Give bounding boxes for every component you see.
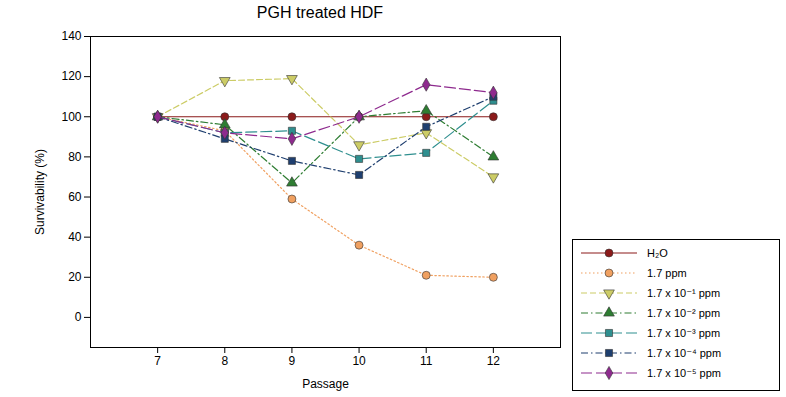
html-text:H₂O: H₂O [647, 247, 668, 259]
html-text:1.7 ppm: 1.7 ppm [647, 267, 687, 279]
svg-text:Survivability (%): Survivability (%) [33, 149, 47, 235]
html-text:1.7 x 10⁻⁵ ppm: 1.7 x 10⁻⁵ ppm [647, 366, 721, 379]
svg-text:7: 7 [154, 354, 161, 368]
svg-text:10: 10 [352, 354, 366, 368]
svg-text:60: 60 [68, 190, 82, 204]
html-text:1.7 x 10⁻² ppm: 1.7 x 10⁻² ppm [647, 306, 721, 319]
html-text:1.7 x 10⁻¹ ppm: 1.7 x 10⁻¹ ppm [647, 286, 721, 299]
svg-text:Passage: Passage [302, 377, 349, 391]
svg-text:100: 100 [61, 110, 81, 124]
svg-text:120: 120 [61, 69, 81, 83]
svg-text:80: 80 [68, 150, 82, 164]
svg-text:9: 9 [289, 354, 296, 368]
html-text:1.7 x 10⁻³ ppm: 1.7 x 10⁻³ ppm [647, 326, 721, 339]
svg-text:140: 140 [61, 29, 81, 43]
html-text:PGH treated HDF: PGH treated HDF [256, 4, 384, 21]
html-text:1.7 x 10⁻⁴ ppm: 1.7 x 10⁻⁴ ppm [647, 346, 722, 359]
svg-text:8: 8 [221, 354, 228, 368]
svg-text:12: 12 [487, 354, 501, 368]
svg-text:20: 20 [68, 270, 82, 284]
svg-text:40: 40 [68, 230, 82, 244]
svg-text:0: 0 [75, 310, 82, 324]
svg-text:11: 11 [420, 354, 433, 368]
